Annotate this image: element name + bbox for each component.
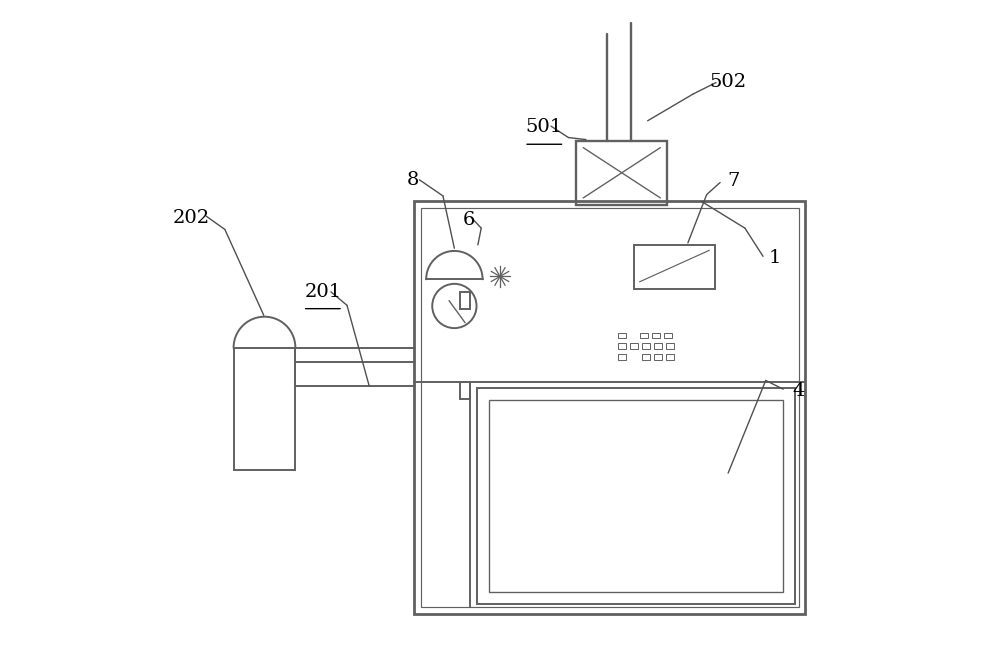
Text: 1: 1 bbox=[769, 250, 781, 267]
Bar bbox=[234, 348, 295, 470]
Bar bbox=[666, 344, 674, 349]
Bar bbox=[652, 333, 660, 338]
Text: 201: 201 bbox=[304, 283, 341, 301]
Text: 502: 502 bbox=[710, 73, 747, 91]
Bar bbox=[630, 344, 638, 349]
Bar bbox=[640, 333, 648, 338]
Bar bbox=[654, 354, 662, 360]
Bar bbox=[576, 141, 667, 205]
Bar bbox=[618, 333, 626, 338]
Bar bbox=[642, 354, 650, 360]
Bar bbox=[618, 344, 626, 349]
Text: 6: 6 bbox=[462, 211, 475, 229]
Text: 8: 8 bbox=[407, 171, 419, 189]
Text: 501: 501 bbox=[526, 119, 563, 136]
Bar bbox=[421, 208, 799, 607]
Text: 7: 7 bbox=[727, 172, 740, 190]
Bar bbox=[477, 388, 795, 604]
Text: 4: 4 bbox=[792, 382, 805, 399]
Bar bbox=[414, 201, 805, 614]
Bar bbox=[460, 292, 470, 309]
Bar bbox=[642, 344, 650, 349]
Bar bbox=[666, 354, 674, 360]
Bar bbox=[664, 333, 672, 338]
Text: 202: 202 bbox=[173, 209, 210, 227]
Bar bbox=[618, 354, 626, 360]
Bar bbox=[634, 245, 715, 289]
Bar bbox=[489, 400, 783, 592]
Bar bbox=[460, 382, 470, 399]
Bar bbox=[654, 344, 662, 349]
